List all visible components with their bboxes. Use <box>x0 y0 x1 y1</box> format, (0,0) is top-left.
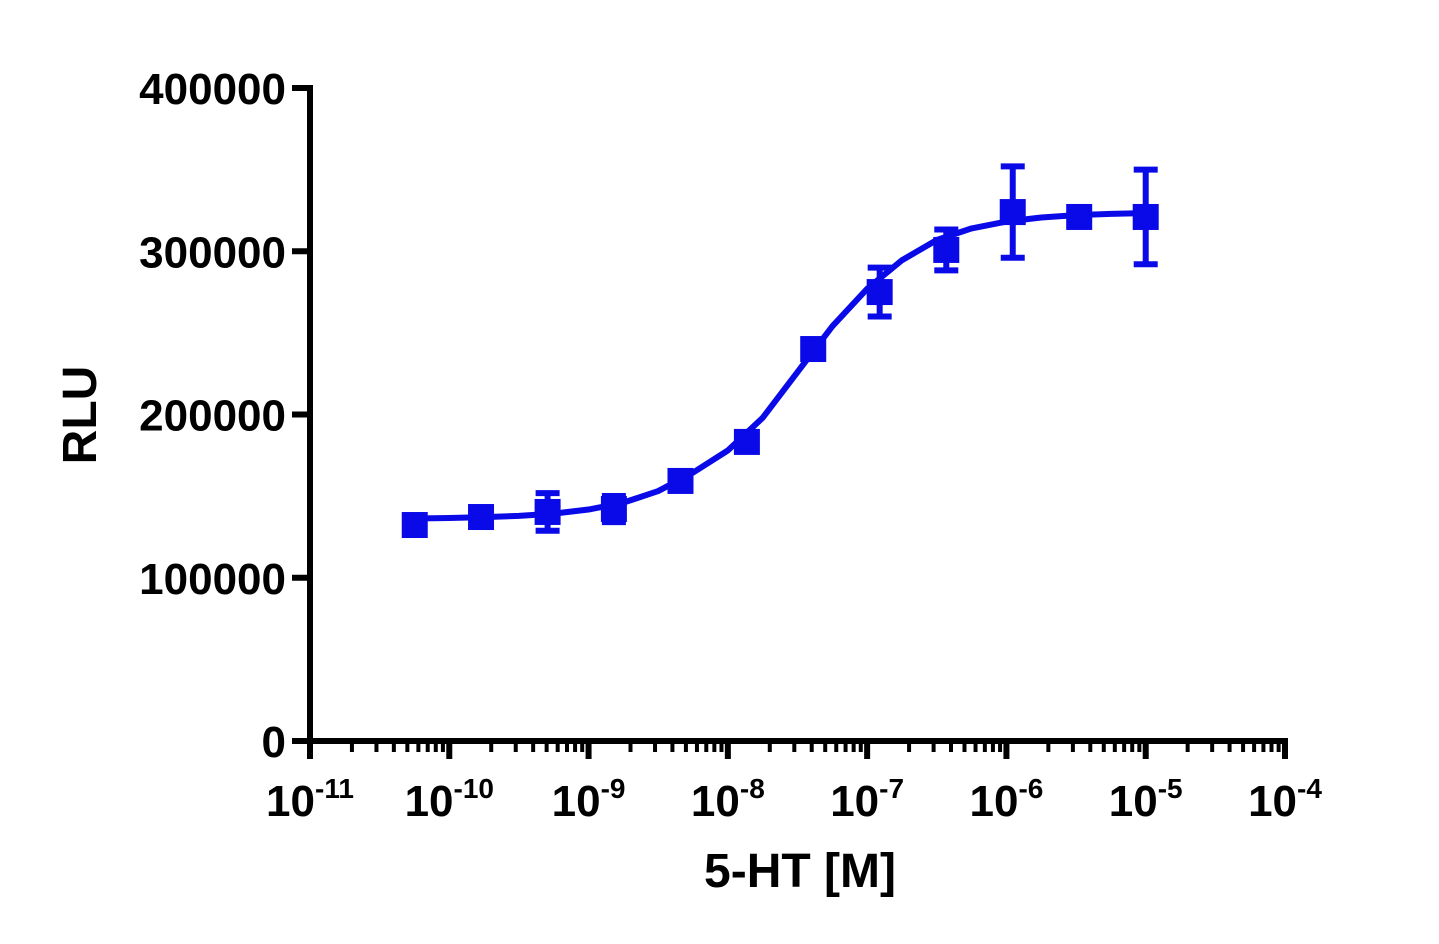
x-tick-exponent: -4 <box>1297 773 1322 804</box>
data-point <box>401 512 428 539</box>
x-tick-exponent: -6 <box>1018 773 1043 804</box>
x-tick-exponent: -7 <box>879 773 904 804</box>
x-tick-label: 10-11 <box>266 773 354 826</box>
x-axis-label: 5-HT [M] <box>704 845 896 898</box>
y-tick-label: 300000 <box>139 228 286 277</box>
y-tick-label: 100000 <box>139 555 286 604</box>
x-tick-exponent: -8 <box>740 773 765 804</box>
data-point <box>866 279 893 306</box>
x-tick-label: 10-9 <box>552 773 626 826</box>
fit-curve <box>414 210 1146 522</box>
x-tick-exponent: -9 <box>601 773 626 804</box>
y-axis-label: RLU <box>54 366 107 465</box>
x-tick-label: 10-7 <box>830 773 904 826</box>
data-point <box>999 199 1026 226</box>
data-point <box>468 504 495 531</box>
x-tick-exponent: -5 <box>1158 773 1183 804</box>
data-point <box>1066 203 1093 230</box>
data-point <box>933 236 960 263</box>
x-tick-base: 10 <box>266 777 315 826</box>
x-tick-base: 10 <box>691 777 740 826</box>
data-point <box>667 467 694 494</box>
x-tick-base: 10 <box>969 777 1018 826</box>
x-tick-base: 10 <box>405 777 454 826</box>
x-tick-label: 10-8 <box>691 773 765 826</box>
x-tick-label: 10-5 <box>1109 773 1183 826</box>
data-point <box>1132 203 1159 230</box>
x-tick-base: 10 <box>552 777 601 826</box>
data-point <box>600 496 627 523</box>
x-tick-base: 10 <box>1248 777 1297 826</box>
x-tick-base: 10 <box>1109 777 1158 826</box>
y-tick-label: 0 <box>262 718 286 767</box>
data-point <box>534 498 561 525</box>
y-tick-label: 200000 <box>139 392 286 441</box>
x-tick-base: 10 <box>830 777 879 826</box>
x-tick-label: 10-10 <box>405 773 494 826</box>
data-point <box>733 428 760 455</box>
x-tick-label: 10-6 <box>969 773 1043 826</box>
data-point <box>800 336 827 363</box>
x-tick-exponent: -10 <box>454 773 494 804</box>
y-tick-label: 400000 <box>139 65 286 114</box>
x-tick-label: 10-4 <box>1248 773 1322 826</box>
x-tick-exponent: -11 <box>315 773 354 804</box>
